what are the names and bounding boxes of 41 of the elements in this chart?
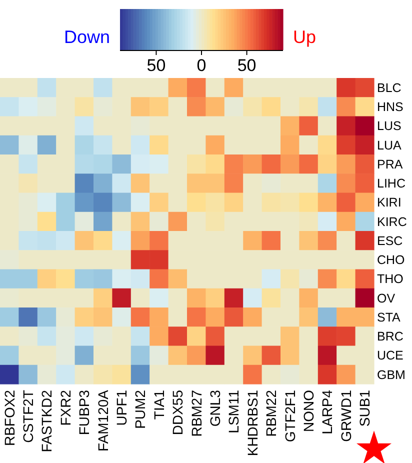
y-tick-label: BRC — [377, 330, 404, 344]
y-tick-label: OV — [377, 291, 396, 306]
x-tick-label: NONO — [300, 390, 316, 432]
x-tick-label: RBM22 — [263, 390, 280, 437]
y-tick-label: LUA — [377, 138, 402, 152]
x-tick-label: GRWD1 — [338, 390, 354, 442]
text: Down — [64, 27, 110, 47]
x-tick-label: RBFOX2 — [1, 390, 18, 446]
x-tick-label: GNL3 — [206, 390, 223, 427]
y-tick-label: THO — [377, 272, 404, 286]
x-tick-label: GTF2F1 — [282, 390, 298, 442]
x-tick-label: FUBP3 — [76, 390, 92, 436]
x-tick-label: FAM120A — [94, 389, 111, 452]
y-tick-label: HNS — [377, 100, 404, 114]
y-tick-label: UCE — [377, 348, 404, 363]
y-tick-label: PRA — [377, 157, 404, 172]
y-tick-label: ESC — [377, 234, 403, 248]
y-tick-label: CHO — [377, 253, 406, 268]
y-tick-label: GBM — [377, 368, 406, 382]
x-tick-label: KHDRBS1 — [244, 390, 260, 456]
x-tick-label: FXR2 — [57, 390, 74, 426]
color-bar-label: 50 — [237, 56, 256, 75]
y-tick-label: KIRI — [377, 196, 402, 210]
y-tick-label: LUS — [377, 119, 402, 134]
color-bar-label: 0 — [196, 56, 206, 75]
color-bar-label: 50 — [146, 56, 166, 75]
x-tick-label: DDX55 — [170, 390, 186, 436]
text: Up — [293, 27, 316, 47]
y-tick-label: KIRC — [377, 214, 407, 229]
x-tick-label: CSTF2T — [20, 390, 36, 443]
x-tick-label: LARP4 — [319, 390, 336, 434]
x-tick-label: FASTKD2 — [38, 390, 55, 452]
x-tick-label: TIA1 — [150, 390, 167, 420]
x-tick-label: UPF1 — [113, 390, 130, 426]
y-tick-label: BLC — [377, 80, 402, 95]
x-tick-label: SUB1 — [356, 390, 373, 427]
x-tick-label: LSM11 — [226, 390, 242, 434]
y-tick-label: LIHC — [377, 176, 406, 191]
y-tick-label: STA — [377, 310, 402, 324]
x-tick-label: PUM2 — [132, 390, 148, 429]
x-tick-label: RBM27 — [188, 390, 204, 437]
